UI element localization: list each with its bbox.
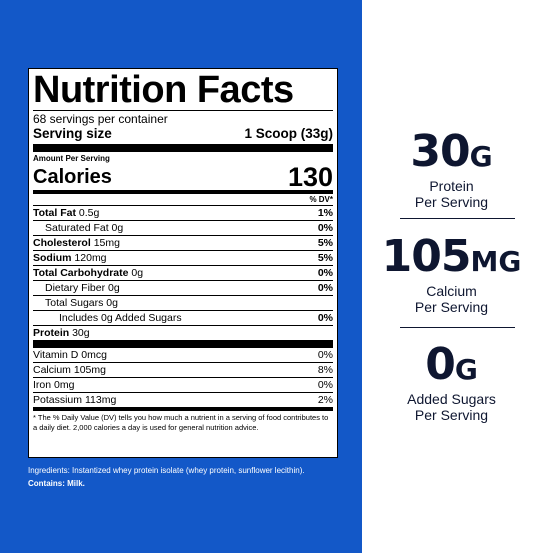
stat-label-line1: Protein [429,178,474,194]
vitamin-amount: 0mcg [81,349,107,361]
nutrient-amount: 30g [72,327,90,339]
nutrient-dv: 5% [317,252,333,264]
nutrient-amount: 0g [111,222,124,234]
divider-medium [33,407,333,411]
nutrient-amount: 15mg [93,237,120,249]
stat-label-line1: Added Sugars [407,391,496,407]
nutrient-amount: 0g [108,282,120,294]
vitamin-dv: 8% [317,364,333,376]
serving-size-row: Serving size 1 Scoop (33g) [33,126,333,142]
stat-number: 0 [425,339,456,390]
vitamin-dv: 2% [317,394,333,406]
calories-label: Calories [33,166,112,188]
nutrition-facts-title: Nutrition Facts [33,69,294,111]
divider-thick [33,340,333,348]
vitamin-name: Calcium [33,364,71,376]
stat-label-line1: Calcium [426,283,477,299]
stat-label-line2: Per Serving [414,407,489,423]
vitamin-row-calcium: Calcium 105mg 8% [33,362,333,377]
ingredients-text: Ingredients: Instantized whey protein is… [28,466,305,475]
nutrient-name: Includes 0g Added Sugars [59,312,182,324]
allergen-contains-text: Contains: Milk. [28,479,85,488]
nutrient-name: Cholesterol [33,237,91,249]
stat-unit: G [454,353,478,386]
serving-size-label: Serving size [33,126,112,141]
stat-value: 0G [370,343,533,387]
nutrient-amount: 0g [131,267,144,279]
stat-value: 30G [370,130,533,174]
vitamin-name: Potassium [33,394,83,406]
nutrient-name: Total Carbohydrate [33,267,129,279]
vitamin-dv: 0% [317,349,333,361]
nutrient-dv: 0% [317,312,333,324]
stat-number: 105 [381,231,472,282]
nutrient-row-total-sugars: Total Sugars 0g [33,295,333,310]
amount-per-serving: Amount Per Serving [33,154,110,163]
daily-value-footnote: * The % Daily Value (DV) tells you how m… [33,413,329,432]
nutrient-dv: 1% [317,207,333,219]
divider [33,110,333,111]
nutrient-row-added-sugars: Includes 0g Added Sugars 0% [33,310,333,325]
calories-row: Calories 130 [33,162,333,192]
nutrient-name: Total Sugars [45,297,104,309]
nutrient-row-sodium: Sodium 120mg 5% [33,250,333,265]
vitamin-name: Iron [33,379,52,391]
vitamin-amount: 0mg [54,379,75,391]
stat-number: 30 [410,126,470,177]
vitamin-dv: 0% [317,379,333,391]
stat-unit: MG [470,245,522,278]
nutrition-facts-label: Nutrition Facts 68 servings per containe… [28,68,338,458]
nutrient-amount: 120mg [74,252,107,264]
nutrient-amount: 0.5g [78,207,100,219]
stat-divider [400,327,515,328]
serving-size-value: 1 Scoop (33g) [244,126,333,141]
nutrient-name: Total Fat [33,207,76,219]
vitamin-row-potassium: Potassium 113mg 2% [33,392,333,407]
stat-protein: 30G Protein Per Serving [370,130,533,211]
vitamin-amount: 113mg [84,394,117,406]
nutrient-dv: 0% [317,267,333,279]
divider-thick [33,144,333,152]
stat-label-line2: Per Serving [414,299,489,315]
nutrient-row-protein: Protein 30g [33,325,333,340]
servings-per-container: 68 servings per container [33,112,168,126]
nutrient-dv: 0% [317,282,333,294]
daily-value-header: % DV* [309,195,333,204]
stat-label-line2: Per Serving [414,194,489,210]
nutrient-name: Dietary Fiber [45,282,106,294]
divider-medium [33,190,333,194]
nutrient-name: Sodium [33,252,72,264]
nutrient-name: Protein [33,327,70,339]
nutrient-row-cholesterol: Cholesterol 15mg 5% [33,235,333,250]
stat-divider [400,218,515,219]
nutrient-amount: 0g [106,297,118,309]
nutrient-row-total-fat: Total Fat 0.5g 1% [33,205,333,220]
stat-calcium: 105MG Calcium Per Serving [370,235,533,316]
nutrient-row-total-carbohydrate: Total Carbohydrate 0g 0% [33,265,333,280]
nutrient-row-saturated-fat: Saturated Fat 0g 0% [33,220,333,235]
vitamin-name: Vitamin D [33,349,79,361]
nutrient-name: Saturated Fat [45,222,109,234]
nutrient-dv: 0% [317,222,333,234]
calories-value: 130 [287,162,333,192]
vitamin-row-iron: Iron 0mg 0% [33,377,333,392]
vitamin-row-vitamin-d: Vitamin D 0mcg 0% [33,348,333,362]
nutrient-row-dietary-fiber: Dietary Fiber 0g 0% [33,280,333,295]
stat-unit: G [469,140,493,173]
stat-value: 105MG [370,235,533,279]
vitamin-amount: 105mg [73,364,106,376]
nutrient-dv: 5% [317,237,333,249]
stat-added-sugars: 0G Added Sugars Per Serving [370,343,533,424]
